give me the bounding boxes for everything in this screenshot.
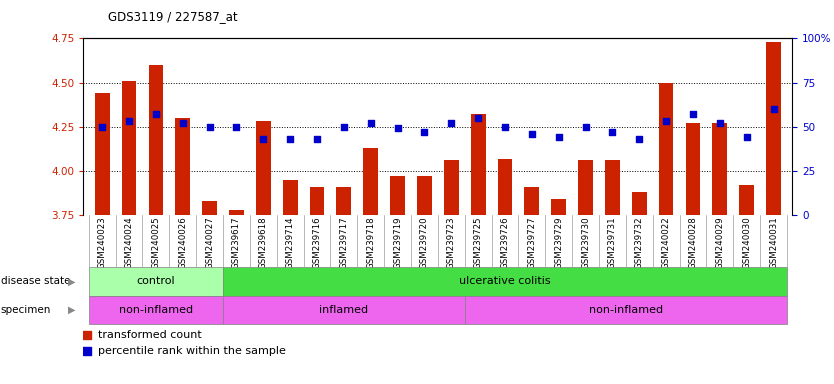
Text: GSM239725: GSM239725 [474,217,483,269]
Point [418,129,431,135]
Text: GSM239723: GSM239723 [447,217,455,269]
Text: GSM239719: GSM239719 [393,217,402,269]
Text: GSM239726: GSM239726 [500,217,510,269]
Bar [283,180,298,215]
Bar [223,296,465,324]
Bar [364,148,378,215]
Bar [444,160,459,215]
Point [766,106,780,112]
Text: GSM239729: GSM239729 [554,217,563,269]
Bar [148,65,163,215]
Bar [465,296,787,324]
Bar [470,114,485,215]
Text: control: control [137,276,175,286]
Point [740,134,753,141]
Point [149,111,163,118]
Bar [739,185,754,215]
Point [337,124,350,130]
Bar [766,42,781,215]
Point [471,115,485,121]
Point [498,124,511,130]
Bar [551,199,566,215]
Text: GSM239727: GSM239727 [527,217,536,269]
Bar [525,187,540,215]
Point [310,136,324,142]
Text: GSM240022: GSM240022 [661,217,671,269]
Text: GSM239617: GSM239617 [232,217,241,269]
Text: GSM240027: GSM240027 [205,217,214,269]
Bar [390,176,405,215]
Bar [498,159,512,215]
Bar [202,201,217,215]
Point [123,118,136,124]
Bar [605,160,620,215]
Bar [659,83,674,215]
Bar [95,93,109,215]
Point [632,136,646,142]
Point [284,136,297,142]
Point [660,118,673,124]
Point [391,126,404,132]
Text: specimen: specimen [1,305,51,315]
Text: inflamed: inflamed [319,305,369,315]
Text: ▶: ▶ [68,276,75,286]
Bar [256,121,271,215]
Text: GSM240026: GSM240026 [178,217,188,269]
Text: GSM240025: GSM240025 [152,217,160,269]
Text: GSM239716: GSM239716 [313,217,322,269]
Point [257,136,270,142]
Bar [632,192,646,215]
Text: percentile rank within the sample: percentile rank within the sample [98,346,285,356]
Text: GSM239714: GSM239714 [286,217,294,269]
Point [203,124,216,130]
Point [579,124,592,130]
Point [552,134,565,141]
Point [713,120,726,126]
Bar [175,118,190,215]
Text: non-inflamed: non-inflamed [118,305,193,315]
Text: GSM240031: GSM240031 [769,217,778,269]
Text: GSM240029: GSM240029 [716,217,724,269]
Point [80,348,93,354]
Text: GDS3119 / 227587_at: GDS3119 / 227587_at [108,10,238,23]
Bar [229,210,244,215]
Text: GSM240023: GSM240023 [98,217,107,269]
Bar [309,187,324,215]
Text: GSM239718: GSM239718 [366,217,375,269]
Text: ulcerative colitis: ulcerative colitis [460,276,550,286]
Point [445,120,458,126]
Text: GSM239731: GSM239731 [608,217,617,269]
Bar [223,267,787,296]
Bar [712,123,727,215]
Bar [122,81,137,215]
Point [525,131,539,137]
Text: transformed count: transformed count [98,329,201,339]
Point [686,111,700,118]
Text: GSM240028: GSM240028 [688,217,697,269]
Bar [336,187,351,215]
Text: disease state: disease state [1,276,70,286]
Text: ▶: ▶ [68,305,75,315]
Point [605,129,619,135]
Text: non-inflamed: non-inflamed [589,305,663,315]
Text: GSM239717: GSM239717 [339,217,349,269]
Text: GSM240030: GSM240030 [742,217,751,269]
Point [364,120,378,126]
Text: GSM239618: GSM239618 [259,217,268,269]
Text: GSM239720: GSM239720 [420,217,429,269]
Bar [417,176,432,215]
Point [176,120,189,126]
Bar [686,123,701,215]
Point [230,124,244,130]
Point [96,124,109,130]
Text: GSM240024: GSM240024 [124,217,133,269]
Bar [88,296,223,324]
Bar [578,160,593,215]
Point [80,331,93,338]
Text: GSM239732: GSM239732 [635,217,644,269]
Bar [88,267,223,296]
Text: GSM239730: GSM239730 [581,217,590,269]
